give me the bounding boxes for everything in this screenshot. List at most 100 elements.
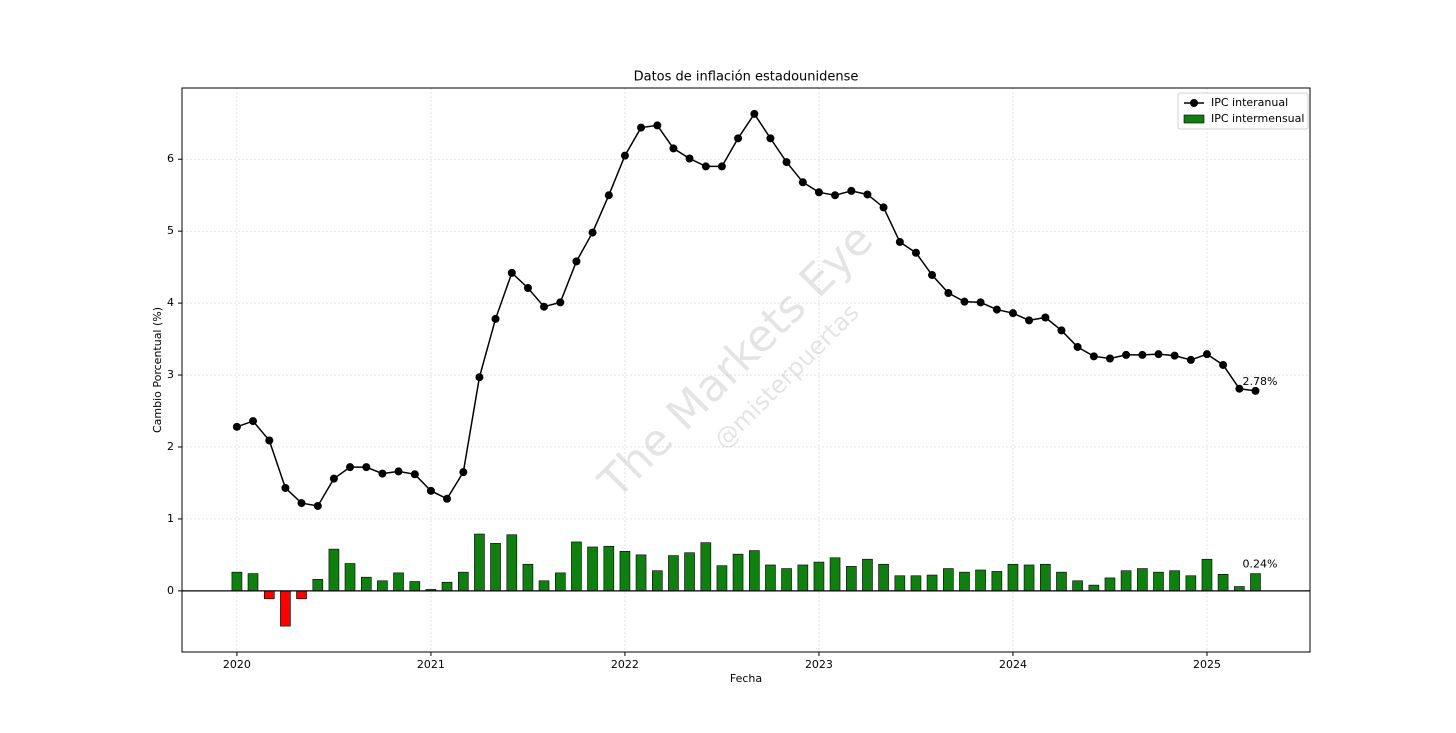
bar — [765, 564, 776, 592]
point — [313, 501, 322, 510]
point — [604, 191, 613, 200]
plot-frame — [181, 87, 1311, 653]
bar — [1234, 586, 1245, 592]
point — [992, 305, 1001, 314]
bar — [247, 573, 259, 592]
bar — [1169, 570, 1180, 592]
point — [523, 283, 532, 292]
bar — [490, 543, 501, 592]
bar — [862, 558, 873, 592]
bar — [312, 579, 324, 592]
bar — [749, 550, 760, 592]
line-annotation: 2.78% — [1242, 375, 1277, 388]
bar — [716, 565, 728, 592]
bar — [506, 534, 518, 592]
point — [798, 178, 807, 187]
point — [750, 109, 759, 118]
bar — [926, 574, 938, 592]
point — [394, 467, 403, 476]
bar — [603, 545, 615, 592]
bar — [668, 555, 679, 592]
bar — [1120, 570, 1132, 592]
bar-annotation: 0.24% — [1242, 558, 1277, 571]
point — [297, 499, 306, 508]
bar — [781, 568, 792, 592]
point — [960, 297, 969, 306]
point — [491, 314, 500, 323]
bar — [1201, 558, 1213, 592]
bar — [1007, 563, 1019, 592]
bar — [1088, 584, 1100, 592]
bar — [538, 580, 550, 592]
y-axis-label: Cambio Porcentual (%) — [151, 307, 164, 433]
y-tick-label: 2 — [167, 440, 174, 453]
point — [911, 248, 920, 257]
point — [507, 268, 516, 277]
bar — [1217, 574, 1229, 592]
bar — [813, 561, 825, 592]
y-tick-label: 6 — [167, 152, 174, 165]
point — [1122, 350, 1131, 359]
bar — [1153, 571, 1164, 592]
bar — [555, 572, 566, 592]
point — [265, 436, 274, 445]
bar — [409, 581, 421, 592]
point — [329, 474, 338, 483]
bar — [846, 566, 857, 592]
point — [847, 186, 856, 195]
point — [1073, 342, 1082, 351]
bar — [1185, 575, 1197, 592]
point — [362, 463, 371, 472]
bar — [231, 571, 243, 592]
bar — [894, 575, 906, 592]
point — [1219, 360, 1228, 369]
point — [1105, 354, 1114, 363]
bar — [1250, 573, 1261, 592]
bar — [377, 580, 388, 592]
legend-swatch — [1183, 114, 1205, 124]
bar — [1023, 564, 1035, 592]
point — [653, 121, 662, 130]
x-tick-label: 2025 — [1193, 658, 1221, 671]
point — [1186, 355, 1195, 364]
bar — [975, 569, 986, 592]
bar — [700, 542, 712, 592]
bar — [1056, 571, 1067, 592]
bar — [280, 590, 291, 627]
bar — [991, 571, 1003, 592]
bar — [732, 553, 744, 592]
bar — [522, 563, 534, 592]
bar — [571, 541, 582, 592]
point — [1089, 352, 1098, 361]
point — [1235, 384, 1244, 393]
bar — [344, 563, 356, 592]
bar — [1072, 580, 1083, 592]
point — [443, 494, 452, 503]
x-tick-label: 2024 — [999, 658, 1027, 671]
bar — [458, 571, 469, 592]
point — [976, 298, 985, 307]
y-tick-label: 5 — [167, 224, 174, 237]
x-axis-label: Fecha — [730, 672, 762, 685]
point — [378, 469, 387, 478]
chart-title: Datos de inflación estadounidense — [634, 70, 859, 85]
point — [459, 468, 468, 477]
bar — [328, 548, 340, 592]
point — [831, 191, 840, 200]
bar — [619, 550, 631, 592]
x-tick-label: 2020 — [223, 658, 251, 671]
point — [701, 162, 710, 171]
point — [232, 422, 241, 431]
bar — [1040, 563, 1051, 592]
point — [410, 470, 419, 479]
line — [236, 112, 1256, 507]
point — [879, 203, 888, 212]
point — [588, 228, 597, 237]
bar — [361, 576, 372, 592]
point — [1170, 351, 1179, 360]
point — [426, 486, 435, 495]
point — [1138, 350, 1147, 359]
x-tick-label: 2022 — [611, 658, 639, 671]
bar — [474, 533, 485, 592]
y-tick-label: 3 — [167, 368, 174, 381]
